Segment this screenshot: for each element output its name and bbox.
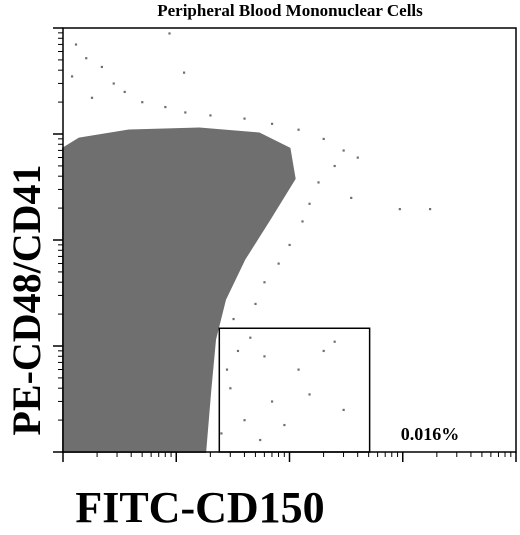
event-dot bbox=[270, 122, 274, 125]
event-dot bbox=[297, 368, 300, 371]
event-dot bbox=[232, 317, 235, 321]
event-dot bbox=[270, 400, 274, 403]
event-dot bbox=[243, 419, 246, 422]
event-dot bbox=[70, 75, 74, 78]
event-dot bbox=[288, 243, 291, 247]
event-dot bbox=[182, 71, 186, 74]
gate bbox=[218, 327, 371, 453]
event-dot bbox=[356, 156, 359, 159]
event-dot bbox=[322, 349, 325, 353]
event-dot bbox=[317, 181, 320, 184]
event-dot bbox=[249, 336, 252, 339]
event-dot bbox=[123, 90, 126, 94]
event-dot bbox=[333, 340, 336, 343]
event-dot bbox=[100, 65, 103, 69]
event-dot bbox=[112, 82, 115, 85]
event-dot bbox=[90, 96, 94, 99]
event-dot bbox=[428, 208, 432, 211]
event-dot bbox=[342, 149, 345, 152]
gate-percentage: 0.016% bbox=[401, 424, 460, 444]
event-dot bbox=[168, 32, 171, 35]
event-dot bbox=[263, 355, 266, 358]
event-dot bbox=[350, 196, 353, 200]
event-dot bbox=[184, 111, 187, 114]
event-dot bbox=[225, 368, 229, 371]
chart-title: Peripheral Blood Mononuclear Cells bbox=[157, 1, 423, 20]
event-dot bbox=[243, 117, 246, 120]
event-dot bbox=[301, 220, 304, 223]
event-dot bbox=[308, 202, 311, 205]
event-dot bbox=[398, 208, 401, 211]
event-dot bbox=[209, 114, 212, 117]
event-dot bbox=[229, 387, 232, 390]
event-dot bbox=[74, 43, 78, 46]
x-axis-label: FITC-CD150 bbox=[75, 483, 324, 532]
event-dot bbox=[283, 423, 286, 427]
event-dot bbox=[342, 408, 345, 412]
event-dot bbox=[277, 262, 280, 265]
event-dot bbox=[236, 349, 240, 353]
event-dot bbox=[333, 164, 336, 168]
event-dot bbox=[220, 432, 223, 435]
event-dot bbox=[141, 101, 144, 104]
density-region bbox=[62, 127, 296, 453]
event-dot bbox=[322, 137, 325, 141]
event-dot bbox=[297, 128, 300, 131]
y-axis-label: PE-CD48/CD41 bbox=[4, 164, 49, 435]
event-dot bbox=[164, 105, 167, 109]
event-dot bbox=[263, 281, 266, 284]
event-dot bbox=[308, 393, 311, 396]
event-dot bbox=[259, 438, 262, 442]
event-dot bbox=[254, 302, 257, 306]
event-dot bbox=[85, 57, 88, 60]
